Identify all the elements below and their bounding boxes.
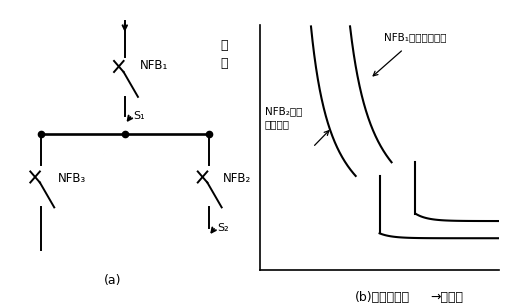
Text: →電　流: →電 流	[430, 291, 463, 304]
Text: S₂: S₂	[217, 223, 228, 233]
Text: NFB₂動作
特性曲線: NFB₂動作 特性曲線	[265, 106, 302, 130]
Text: 時
間: 時 間	[220, 39, 228, 69]
Text: NFB₁: NFB₁	[140, 59, 168, 72]
Text: NFB₂: NFB₂	[223, 172, 251, 185]
Text: (a): (a)	[104, 274, 122, 287]
Text: (b)　動作協調: (b) 動作協調	[355, 291, 410, 304]
Text: S₁: S₁	[133, 111, 145, 121]
Text: NFB₁動作特性曲線: NFB₁動作特性曲線	[384, 32, 447, 42]
Text: NFB₃: NFB₃	[58, 172, 86, 185]
